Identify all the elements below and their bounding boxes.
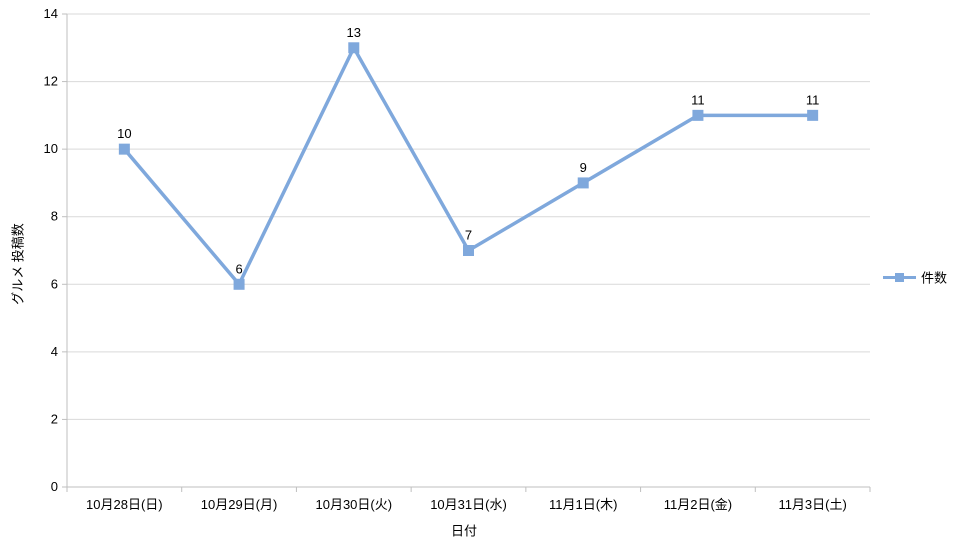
x-axis-title: 日付 bbox=[450, 523, 478, 539]
x-tick-label: 10月30日(火) bbox=[315, 497, 392, 512]
x-tick-label: 11月3日(土) bbox=[778, 497, 846, 512]
y-tick-label: 10 bbox=[44, 141, 58, 156]
y-tick-label: 4 bbox=[51, 344, 58, 359]
legend-label: 件数 bbox=[921, 270, 948, 286]
data-label: 7 bbox=[465, 228, 472, 243]
y-tick-label: 6 bbox=[51, 276, 58, 291]
y-tick-label: 2 bbox=[51, 411, 58, 426]
data-label: 11 bbox=[806, 92, 820, 107]
x-tick-label: 10月31日(水) bbox=[430, 497, 507, 512]
data-point-marker bbox=[807, 109, 819, 121]
y-tick-label: 14 bbox=[44, 6, 58, 21]
data-label: 10 bbox=[117, 126, 131, 141]
data-point-marker bbox=[577, 177, 589, 189]
data-point-marker bbox=[348, 42, 360, 54]
data-point-marker bbox=[233, 278, 245, 290]
data-label: 13 bbox=[347, 25, 361, 40]
y-axis-title: グルメ 投稿数 bbox=[10, 223, 26, 305]
data-label: 6 bbox=[235, 261, 242, 276]
data-point-marker bbox=[463, 245, 474, 256]
x-tick-label: 10月28日(日) bbox=[86, 497, 163, 512]
x-tick-label: 10月29日(月) bbox=[201, 497, 278, 512]
y-tick-label: 8 bbox=[51, 209, 58, 224]
legend-series-marker-icon bbox=[883, 272, 916, 282]
x-tick-label: 11月1日(木) bbox=[549, 497, 617, 512]
data-label: 9 bbox=[580, 160, 587, 175]
y-tick-label: 12 bbox=[44, 74, 58, 89]
legend: 件数 bbox=[883, 268, 947, 287]
x-tick-label: 11月2日(金) bbox=[664, 497, 732, 512]
y-tick-label: 0 bbox=[51, 479, 58, 494]
data-point-marker bbox=[118, 143, 130, 155]
data-point-marker bbox=[692, 109, 704, 121]
data-label: 11 bbox=[691, 92, 705, 107]
legend-square-marker bbox=[895, 272, 904, 282]
